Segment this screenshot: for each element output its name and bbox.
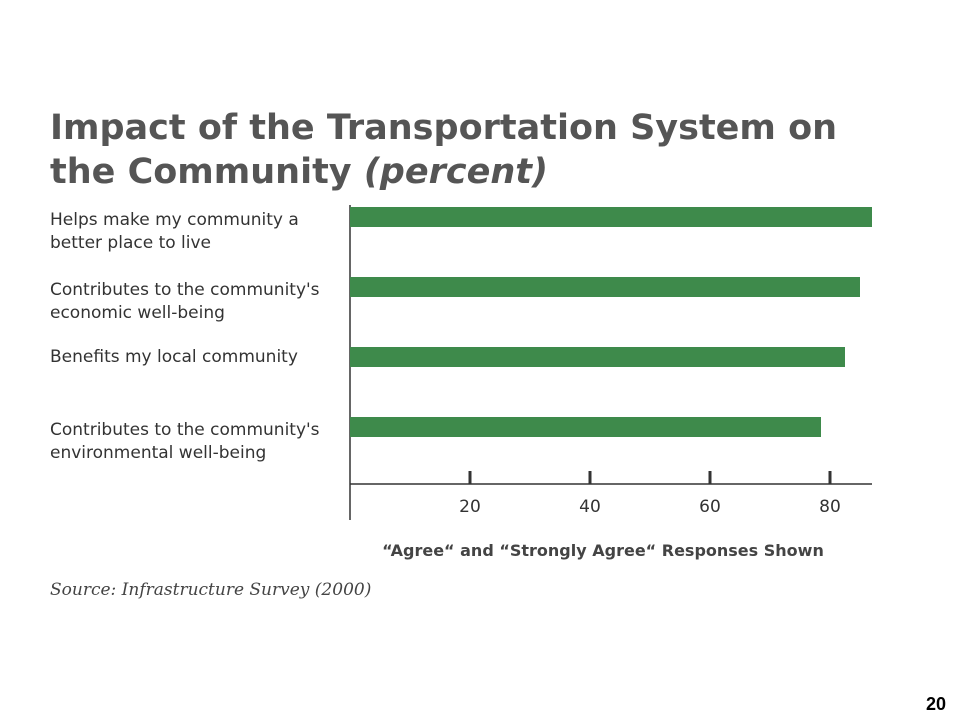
page-number: 20	[925, 694, 946, 714]
bar	[350, 207, 872, 227]
x-axis-label: “Agree“ and “Strongly Agree“ Responses S…	[382, 541, 824, 560]
category-label: Helps make my community a better place t…	[50, 210, 299, 253]
source: Source: Infrastructure Survey (2000)	[50, 580, 372, 600]
x-tick-label: 20	[459, 497, 481, 517]
bar	[350, 347, 845, 367]
bar	[350, 277, 860, 297]
chart-title: Impact of the Transportation System on t…	[50, 106, 850, 194]
title-text: Impact of the Transportation System on t…	[50, 108, 838, 192]
x-tick-label: 60	[699, 497, 721, 517]
title-suffix: (percent)	[363, 152, 548, 192]
x-tick-label: 40	[579, 497, 601, 517]
x-tick-label: 80	[819, 497, 841, 517]
category-label: Contributes to the community's environme…	[50, 420, 320, 463]
bar	[350, 417, 821, 437]
category-label: Benefits my local community	[50, 346, 298, 367]
category-label: Contributes to the community's economic …	[50, 280, 320, 323]
